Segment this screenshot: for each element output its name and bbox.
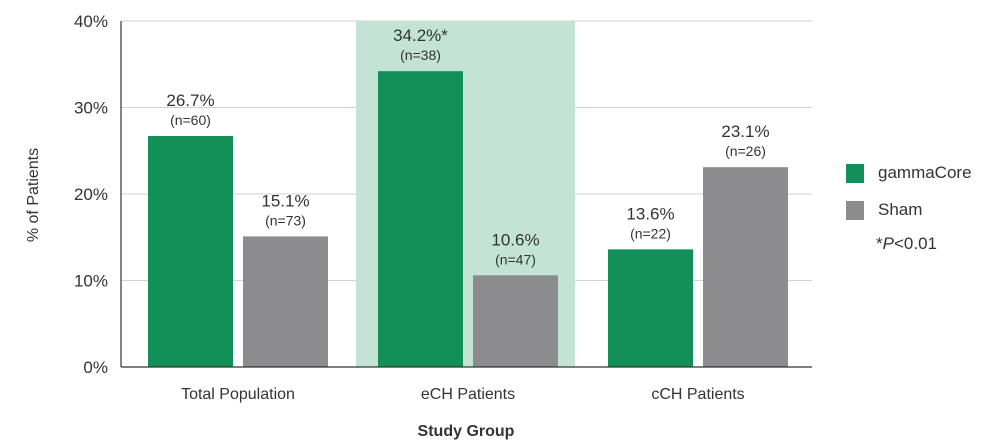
legend-label-gammacore: gammaCore — [878, 163, 972, 182]
y-tick-label: 20% — [74, 185, 108, 204]
bar-value-label: 26.7% — [166, 91, 214, 110]
bar-n-label: (n=47) — [495, 251, 536, 267]
bar-gammacore-0 — [148, 136, 233, 367]
bar-gammacore-1 — [378, 71, 463, 368]
bar-sham-1 — [473, 275, 558, 367]
y-axis-title: % of Patients — [25, 148, 42, 242]
legend-item-sham: Sham — [846, 199, 972, 221]
y-tick-label: 0% — [83, 358, 108, 377]
bar-value-label: 23.1% — [721, 122, 769, 141]
bar-n-label: (n=38) — [400, 47, 441, 63]
bars — [148, 71, 788, 368]
x-axis-title: Study Group — [418, 423, 515, 440]
y-tick-label: 30% — [74, 99, 108, 118]
footnote-p: P — [882, 234, 894, 253]
y-tick-label: 40% — [74, 12, 108, 31]
bar-sham-2 — [703, 167, 788, 367]
footnote-star: * — [876, 234, 883, 253]
bar-labels: 26.7% (n=60) 34.2%* (n=38) 13.6% (n=22) 15.1% (… — [166, 26, 769, 267]
legend-item-gammacore: gammaCore — [846, 162, 972, 184]
y-tick-label: 10% — [74, 272, 108, 291]
legend-swatch-gammacore — [846, 163, 864, 183]
bar-sham-0 — [243, 236, 328, 367]
bar-value-label: 13.6% — [626, 204, 674, 223]
legend: gammaCore Sham *P<0.01 — [846, 162, 972, 254]
axes — [120, 21, 812, 368]
bar-value-label: 15.1% — [261, 191, 309, 210]
x-category-label: eCH Patients — [421, 386, 515, 403]
bar-gammacore-2 — [608, 249, 693, 367]
x-category-label: cCH Patients — [651, 386, 744, 403]
significance-footnote: *P<0.01 — [876, 234, 972, 254]
bar-n-label: (n=26) — [725, 143, 766, 159]
y-tick-labels: 0% 10% 20% 30% 40% — [74, 12, 108, 377]
bar-n-label: (n=73) — [265, 212, 306, 228]
legend-label-sham: Sham — [878, 200, 923, 219]
bar-n-label: (n=60) — [170, 112, 211, 128]
legend-swatch-sham — [846, 200, 864, 220]
x-category-label: Total Population — [181, 386, 295, 403]
x-category-labels: Total Population eCH Patients cCH Patients — [181, 386, 745, 403]
footnote-value: <0.01 — [893, 234, 937, 253]
bar-value-label: 34.2%* — [393, 26, 448, 45]
bar-value-label: 10.6% — [491, 230, 539, 249]
bar-n-label: (n=22) — [630, 225, 671, 241]
